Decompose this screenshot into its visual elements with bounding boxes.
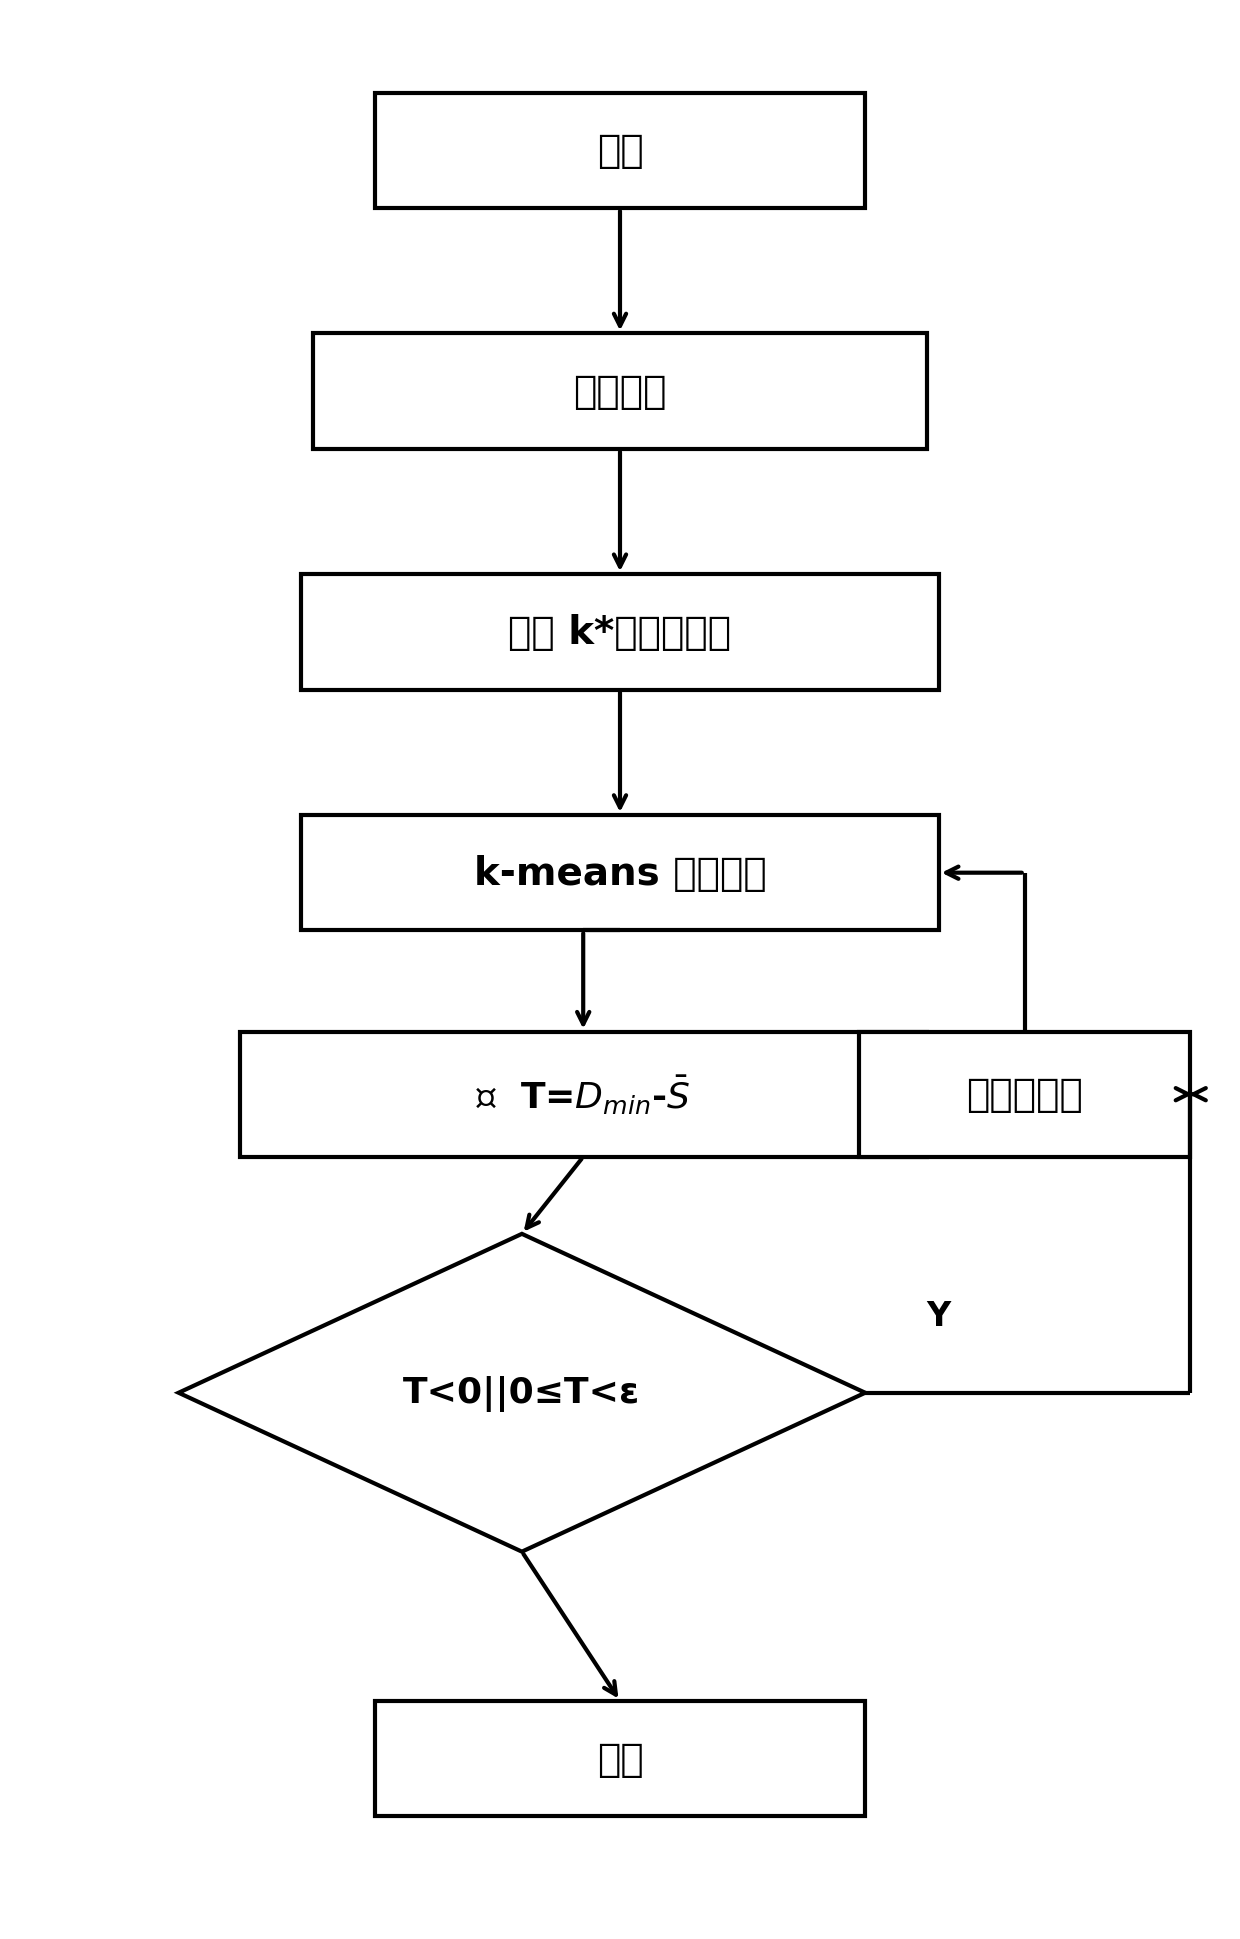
Text: Y: Y [926, 1299, 951, 1332]
Text: 微型簇合并: 微型簇合并 [966, 1076, 1083, 1113]
FancyBboxPatch shape [301, 574, 939, 690]
Text: 开始: 开始 [596, 132, 644, 171]
Polygon shape [179, 1235, 866, 1551]
FancyBboxPatch shape [374, 93, 866, 209]
Text: k-means 聚类算法: k-means 聚类算法 [474, 855, 766, 892]
FancyBboxPatch shape [859, 1032, 1190, 1158]
FancyBboxPatch shape [239, 1032, 926, 1158]
Text: 确认 k*个聚类中心: 确认 k*个聚类中心 [508, 613, 732, 652]
Text: 读入数据: 读入数据 [573, 372, 667, 411]
FancyBboxPatch shape [374, 1701, 866, 1817]
FancyBboxPatch shape [314, 334, 926, 450]
Text: 求  T=$D_{min}$-$\bar{S}$: 求 T=$D_{min}$-$\bar{S}$ [476, 1072, 691, 1117]
Text: T<0||0≤T<ε: T<0||0≤T<ε [403, 1375, 641, 1412]
Text: 结束: 结束 [596, 1739, 644, 1778]
FancyBboxPatch shape [301, 816, 939, 931]
